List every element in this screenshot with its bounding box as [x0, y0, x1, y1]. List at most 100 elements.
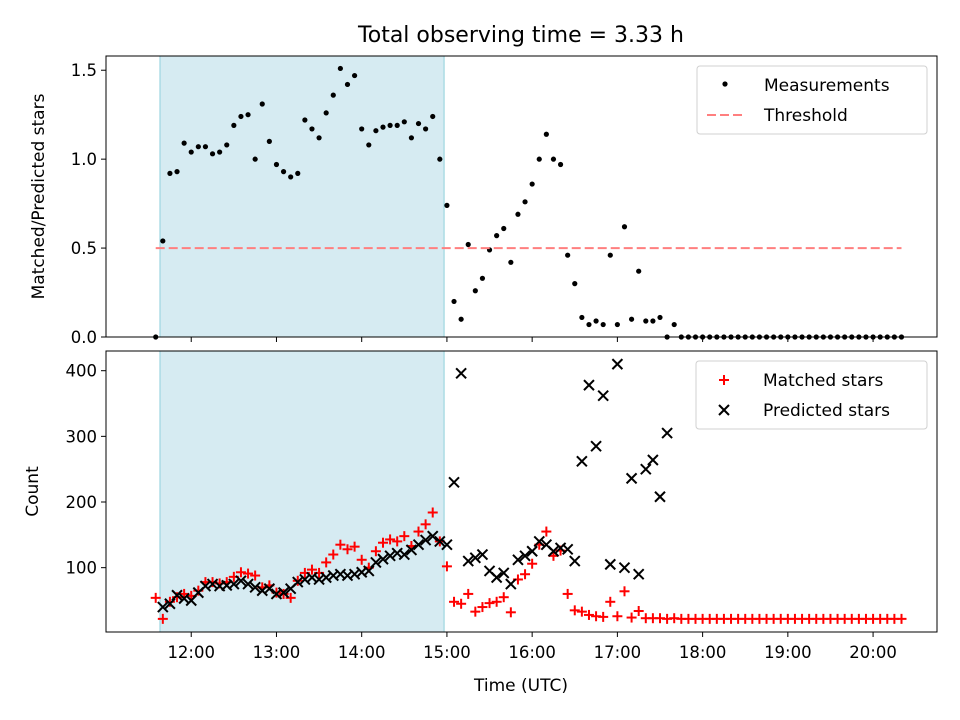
predicted-stars-point	[611, 358, 624, 370]
matched-stars-point	[385, 534, 396, 545]
measurement-point	[572, 281, 578, 287]
measurement-point	[643, 318, 649, 324]
matched-stars-point	[569, 605, 580, 616]
matched-stars-point	[392, 536, 403, 547]
matched-stars-point	[470, 606, 481, 617]
matched-stars-point	[342, 544, 353, 555]
predicted-stars-point	[263, 582, 276, 595]
matched-stars-point	[626, 612, 637, 623]
y-tick-label: 0.0	[71, 328, 97, 347]
measurement-point	[351, 72, 358, 79]
measurement-point	[273, 161, 280, 168]
predicted-stars-point	[505, 578, 517, 590]
predicted-stars-point	[640, 463, 652, 475]
predicted-stars-point	[292, 576, 304, 588]
measurement-point	[359, 126, 365, 132]
measurement-point	[472, 288, 478, 294]
measurement-point	[494, 233, 500, 239]
measurement-point	[224, 142, 230, 148]
predicted-stars-point	[299, 573, 311, 586]
measurement-point	[522, 199, 528, 205]
measurement-point	[636, 268, 642, 274]
measurement-point	[458, 316, 464, 322]
matched-stars-point	[285, 592, 296, 603]
measurement-point	[238, 113, 244, 120]
legend-label: Matched stars	[763, 371, 883, 391]
matched-stars-point	[612, 611, 623, 622]
measurement-point	[401, 119, 407, 125]
measurement-point	[628, 316, 635, 322]
predicted-stars-point	[561, 543, 574, 555]
matched-stars-point	[896, 613, 907, 624]
measurement-point	[451, 298, 457, 305]
x-tick-label: 17:00	[594, 643, 642, 662]
measurement-point	[515, 211, 521, 217]
measurement-point	[323, 110, 329, 116]
ratio-marks	[153, 65, 905, 340]
predicted-stars-point	[526, 545, 538, 557]
predicted-stars-point	[455, 367, 467, 380]
x-tick-label: 13:00	[253, 643, 301, 662]
x-axis-label: Time (UTC)	[473, 676, 568, 696]
measurement-point	[316, 135, 322, 141]
measurement-point	[423, 126, 429, 132]
measurement-point	[217, 149, 223, 155]
measurement-point	[231, 122, 237, 128]
measurement-point	[529, 181, 535, 187]
measurement-point	[536, 156, 542, 162]
predicted-stars-point	[576, 455, 588, 468]
predicted-stars-point	[654, 491, 666, 503]
predicted-stars-point	[242, 578, 254, 590]
predicted-stars-point	[398, 548, 411, 561]
matched-stars-point	[527, 558, 538, 569]
x-tick-label: 14:00	[338, 643, 386, 662]
predicted-stars-point	[363, 565, 375, 577]
predicted-stars-point	[427, 530, 439, 542]
observing-window-shading	[159, 55, 445, 338]
measurement-point	[280, 169, 287, 175]
predicted-stars-point	[661, 427, 673, 439]
measurement-point	[614, 321, 620, 328]
matched-stars-point	[306, 564, 317, 575]
predicted-stars-point	[434, 535, 446, 548]
predicted-stars-point	[256, 584, 268, 597]
measurement-point	[415, 120, 422, 127]
predicted-stars-point	[228, 578, 240, 590]
matched-stars-point	[498, 592, 509, 603]
predicted-stars-point	[512, 554, 524, 566]
matched-stars-point	[243, 568, 254, 579]
y-tick-label: 100	[66, 559, 98, 578]
matched-stars-point	[335, 539, 346, 550]
measurement-point	[266, 138, 272, 144]
measurement-point	[621, 224, 628, 230]
matched-stars-point	[427, 507, 438, 518]
predicted-stars-point	[597, 389, 609, 402]
predicted-stars-point	[313, 573, 325, 586]
y-tick-label: 1.0	[71, 150, 97, 169]
x-tick-label: 12:00	[167, 643, 215, 662]
matched-stars-point	[449, 596, 460, 607]
y-axis-label: Count	[23, 466, 43, 517]
predicted-stars-point	[412, 538, 425, 551]
predicted-stars-point	[348, 568, 361, 580]
count-marks	[150, 358, 907, 624]
predicted-stars-point	[277, 586, 290, 599]
measurement-point	[600, 321, 606, 328]
measurement-point	[252, 156, 258, 162]
matched-stars-point	[441, 561, 452, 572]
x-tick-label: 16:00	[508, 643, 556, 662]
predicted-stars-point	[441, 538, 453, 551]
measurement-point	[195, 144, 201, 150]
predicted-stars-point	[547, 545, 560, 557]
legend: Matched stars Predicted stars	[695, 360, 928, 430]
predicted-stars-point	[171, 589, 183, 601]
matched-stars-point	[356, 554, 367, 565]
matched-stars-point	[150, 592, 161, 603]
measurement-point	[188, 149, 194, 155]
matched-stars-point	[505, 607, 516, 618]
measurement-point	[387, 122, 393, 128]
matched-stars-point	[378, 537, 388, 548]
matched-stars-point	[491, 596, 502, 607]
matched-stars-point	[598, 611, 609, 622]
legend-marker	[722, 81, 728, 87]
